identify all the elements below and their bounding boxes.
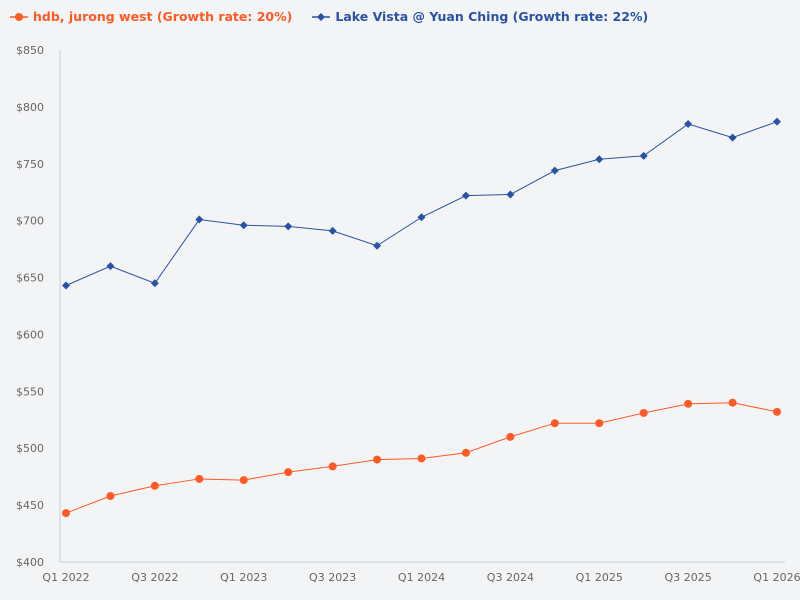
- data-point: [773, 117, 781, 126]
- data-point: [373, 241, 382, 250]
- data-point: [106, 492, 115, 501]
- data-point: [728, 398, 737, 407]
- y-tick-label: $400: [16, 556, 44, 569]
- diamond-marker-icon: [312, 12, 331, 21]
- data-point: [639, 408, 648, 417]
- data-point: [506, 432, 515, 441]
- legend-item-lake-vista[interactable]: Lake Vista @ Yuan Ching (Growth rate: 22…: [312, 9, 648, 24]
- x-tick-label: Q3 2022: [131, 571, 178, 584]
- data-point: [684, 119, 693, 128]
- data-point: [150, 481, 159, 490]
- legend-label: Lake Vista @ Yuan Ching (Growth rate: 22…: [335, 9, 649, 24]
- y-tick-label: $800: [16, 101, 44, 114]
- legend: hdb, jurong west (Growth rate: 20%) Lake…: [10, 9, 648, 24]
- data-point: [461, 448, 470, 457]
- x-tick-label: Q1 2022: [42, 571, 89, 584]
- data-point: [417, 454, 426, 463]
- data-point: [328, 226, 337, 235]
- y-tick-label: $550: [16, 385, 44, 398]
- data-point: [728, 133, 737, 142]
- x-tick-label: Q1 2024: [398, 571, 445, 584]
- y-tick-label: $450: [16, 499, 44, 512]
- y-tick-label: $600: [16, 328, 44, 341]
- data-point: [150, 279, 159, 288]
- x-tick-label: Q1 2026: [753, 571, 800, 584]
- data-point: [106, 262, 115, 271]
- data-point: [550, 419, 559, 428]
- data-point: [595, 419, 604, 428]
- y-tick-label: $500: [16, 442, 44, 455]
- x-tick-label: Q3 2024: [487, 571, 534, 584]
- y-tick-label: $650: [16, 272, 44, 285]
- data-point: [773, 407, 781, 416]
- series-0: [62, 398, 781, 518]
- data-point: [506, 190, 515, 199]
- data-point: [595, 155, 604, 164]
- data-point: [639, 151, 648, 160]
- data-point: [684, 399, 693, 408]
- circle-marker-icon: [10, 12, 28, 21]
- series-1: [62, 117, 781, 290]
- x-tick-label: Q1 2025: [576, 571, 623, 584]
- y-tick-label: $700: [16, 215, 44, 228]
- x-tick-label: Q1 2023: [220, 571, 267, 584]
- series-line: [65, 121, 778, 286]
- data-point: [417, 213, 426, 222]
- x-tick-label: Q3 2023: [309, 571, 356, 584]
- data-point: [284, 222, 293, 231]
- data-point: [461, 191, 470, 200]
- data-point: [62, 509, 70, 518]
- y-tick-label: $750: [16, 158, 44, 171]
- data-point: [195, 474, 204, 483]
- data-point: [62, 281, 70, 290]
- data-point: [239, 476, 248, 485]
- x-tick-label: Q3 2025: [665, 571, 712, 584]
- legend-item-hdb[interactable]: hdb, jurong west (Growth rate: 20%): [10, 9, 292, 24]
- legend-label: hdb, jurong west (Growth rate: 20%): [33, 9, 293, 24]
- data-point: [239, 221, 248, 230]
- data-point: [373, 455, 382, 464]
- data-point: [328, 462, 337, 471]
- data-point: [284, 468, 293, 477]
- y-tick-label: $850: [16, 44, 44, 57]
- data-point: [195, 215, 204, 224]
- data-point: [550, 166, 559, 175]
